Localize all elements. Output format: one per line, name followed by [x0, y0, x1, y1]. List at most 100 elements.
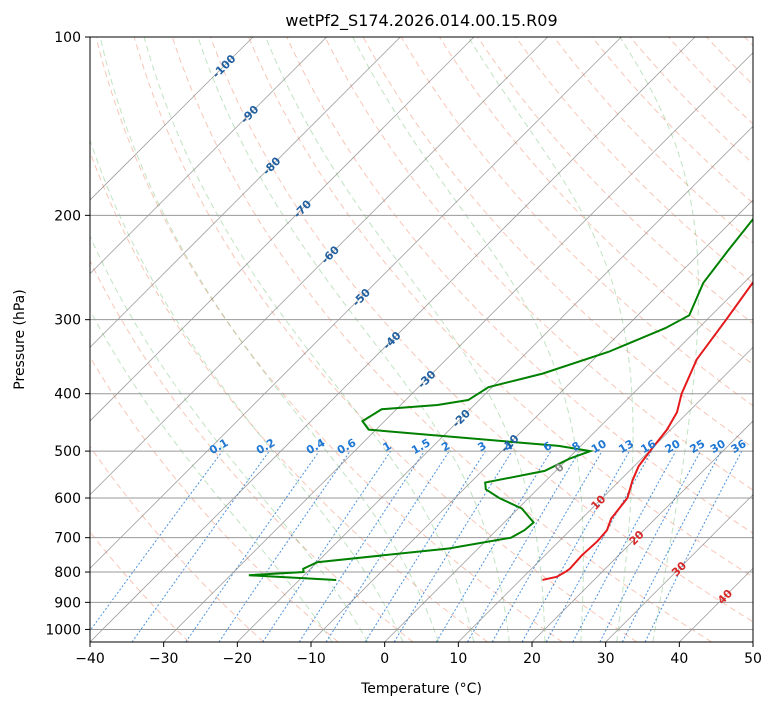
isotherm-label: -60: [319, 243, 342, 266]
x-tick-label: −20: [223, 651, 253, 667]
dry-adiabat: [744, 37, 753, 47]
mixing-ratio-line: [572, 450, 677, 642]
x-axis-label: Temperature (°C): [360, 681, 482, 697]
moist-adiabat: [90, 138, 404, 642]
dry-adiabat: [90, 445, 264, 642]
moist-adiabat: [197, 37, 510, 642]
x-tick-label: −10: [296, 651, 326, 667]
line-labels: 0.1 0.2 0.4 0.6 1 1.5 2 3 4 6 8 10 13 16 20 25 30 36-100-…: [207, 52, 749, 607]
dry-adiabat: [248, 37, 753, 578]
isotherm-label: -40: [380, 329, 403, 352]
isotherm: [163, 52, 753, 642]
mixing-ratio-label: 1: [381, 439, 394, 454]
dry-adiabat: [210, 37, 753, 623]
isotherm-label: -50: [350, 286, 373, 309]
mixing-ratio-label: 10: [589, 437, 609, 456]
dry-adiabat: [286, 37, 753, 534]
moist-adiabat: [467, 37, 634, 642]
isotherm-label: -100: [210, 52, 239, 81]
y-tick-label: 1000: [45, 622, 81, 638]
y-tick-label: 900: [54, 595, 81, 611]
mixing-ratio-line: [521, 450, 630, 642]
axes: −40 −30 −20 −10 0 10 20 30 40 5010020030040050060…: [45, 30, 762, 667]
mixing-ratio-label: 0.6: [335, 436, 359, 457]
isotherm: [90, 37, 548, 496]
mixing-ratio-label: 1.5: [409, 436, 432, 457]
mixing-ratio-line: [90, 450, 223, 632]
mixing-ratio-line: [644, 450, 743, 642]
moist-adiabat: [143, 37, 475, 642]
dry-adiabat: [95, 37, 563, 642]
dry-adiabat: [171, 37, 712, 642]
mixing-ratio-label: 25: [688, 437, 708, 456]
dry-adiabat: [90, 531, 190, 642]
isotherm: [90, 37, 327, 275]
moist-adiabat: [265, 37, 546, 642]
mixing-ratio-label: 3: [475, 439, 488, 454]
mixing-ratio-line: [185, 450, 320, 642]
chart-title: wetPf2_S174.2026.014.00.15.R09: [285, 11, 557, 31]
isotherm: [752, 641, 753, 642]
isotherm-label: 30: [669, 559, 689, 579]
x-tick-label: 20: [523, 651, 541, 667]
mixing-ratio-line: [364, 450, 486, 642]
y-tick-label: 300: [54, 313, 81, 329]
y-tick-label: 700: [54, 531, 81, 547]
mixing-ratio-line: [621, 450, 722, 642]
isotherm: [458, 346, 753, 642]
mixing-ratio-label: 0.2: [254, 436, 277, 457]
y-tick-label: 200: [54, 208, 81, 224]
dry-adiabat: [133, 37, 638, 642]
isotherm-label: 40: [715, 587, 735, 607]
moist-adiabat: [99, 37, 439, 642]
isotherm: [679, 567, 753, 642]
isotherm-label: -90: [238, 103, 261, 126]
y-tick-label: 100: [54, 30, 81, 46]
dry-adiabat: [591, 37, 753, 204]
moist-adiabat: [352, 37, 584, 642]
dry-adiabat: [90, 259, 414, 642]
isotherm: [310, 199, 753, 642]
mixing-ratio-line: [599, 450, 701, 642]
y-axis-label: Pressure (hPa): [12, 289, 28, 389]
x-tick-label: −30: [149, 651, 179, 667]
plot-frame: [89, 36, 754, 643]
x-tick-label: −40: [75, 651, 105, 667]
x-tick-label: 0: [380, 651, 389, 667]
isotherm: [90, 37, 401, 348]
mixing-ratio-line: [325, 450, 450, 642]
x-tick-label: 50: [744, 651, 762, 667]
isotherm: [237, 125, 753, 642]
y-tick-label: 400: [54, 387, 81, 403]
isotherm-label: 10: [588, 492, 608, 512]
isotherm-label: -30: [415, 368, 438, 391]
temperature-profile: [542, 280, 753, 581]
mixing-ratio-line: [262, 450, 392, 642]
isotherm: [90, 37, 696, 642]
mixing-ratio-label: 16: [639, 437, 659, 456]
dewpoint-profile: [248, 195, 753, 581]
series-layer: [248, 195, 753, 581]
mixing-ratio-line: [545, 450, 653, 642]
mixing-ratio-label: 36: [729, 437, 749, 456]
isotherm-label: -70: [291, 197, 314, 220]
y-tick-label: 600: [54, 491, 81, 507]
moist-adiabat: [90, 309, 333, 642]
background-lines: [90, 37, 753, 642]
isotherm-label: -80: [260, 154, 283, 177]
mixing-ratio-line: [435, 450, 552, 642]
x-tick-label: 40: [670, 651, 688, 667]
moist-adiabat: [619, 37, 700, 642]
y-tick-label: 500: [54, 444, 81, 460]
dry-adiabat: [324, 37, 753, 491]
dry-adiabat: [668, 37, 753, 125]
mixing-ratio-label: 6: [541, 439, 554, 454]
x-tick-label: 10: [449, 651, 467, 667]
dry-adiabat: [515, 37, 753, 284]
mixing-ratio-line: [393, 450, 513, 642]
mixing-ratio-line: [298, 450, 425, 642]
mixing-ratio-label: 20: [663, 437, 683, 456]
isotherm-label: -10: [498, 432, 521, 455]
isotherm: [90, 37, 475, 422]
